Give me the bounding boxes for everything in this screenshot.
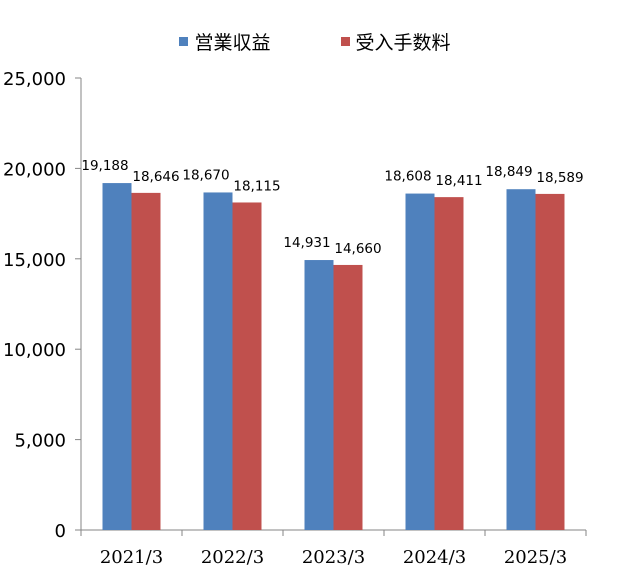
data-label-series-2: 18,411 [435,173,482,189]
legend-label-series-1: 営業収益 [194,32,271,54]
legend-swatch-series-2 [340,37,350,46]
y-tick-label: 20,000 [3,159,66,180]
bar-series-1 [304,260,334,530]
bar-series-2 [131,192,161,531]
y-tick-label: 10,000 [3,340,66,361]
legend-item-series-1: 営業収益 [179,28,271,55]
y-tick-label: 0 [55,521,66,542]
bar-series-2 [333,264,363,530]
bar-series-1 [405,193,435,530]
y-tick-label: 25,000 [3,69,66,90]
data-label-series-1: 18,670 [182,167,229,183]
legend-item-series-2: 受入手数料 [340,28,451,55]
bar-series-2 [535,193,565,530]
data-label-series-1: 19,188 [81,158,128,174]
data-label-series-2: 18,646 [132,169,179,185]
bar-series-1 [102,183,132,530]
bar-series-1 [203,192,233,530]
bar-series-1 [506,189,536,530]
data-label-series-2: 18,589 [536,170,583,186]
x-tick-label: 2021/3 [100,547,163,568]
x-tick-label: 2025/3 [504,547,567,568]
data-label-series-2: 18,115 [233,178,280,194]
chart-legend: 営業収益 受入手数料 [0,28,630,55]
data-label-series-2: 14,660 [334,241,381,257]
legend-swatch-series-1 [179,37,189,46]
y-tick-label: 15,000 [3,250,66,271]
y-tick-label: 5,000 [14,431,66,452]
legend-label-series-2: 受入手数料 [355,32,451,54]
x-tick-label: 2022/3 [201,547,264,568]
data-label-series-1: 18,608 [384,169,431,185]
x-tick-label: 2024/3 [403,547,466,568]
data-label-series-1: 18,849 [485,164,532,180]
x-tick-label: 2023/3 [302,547,365,568]
bar-series-2 [434,197,464,530]
bar-series-2 [232,202,262,530]
data-label-series-1: 14,931 [283,235,330,251]
